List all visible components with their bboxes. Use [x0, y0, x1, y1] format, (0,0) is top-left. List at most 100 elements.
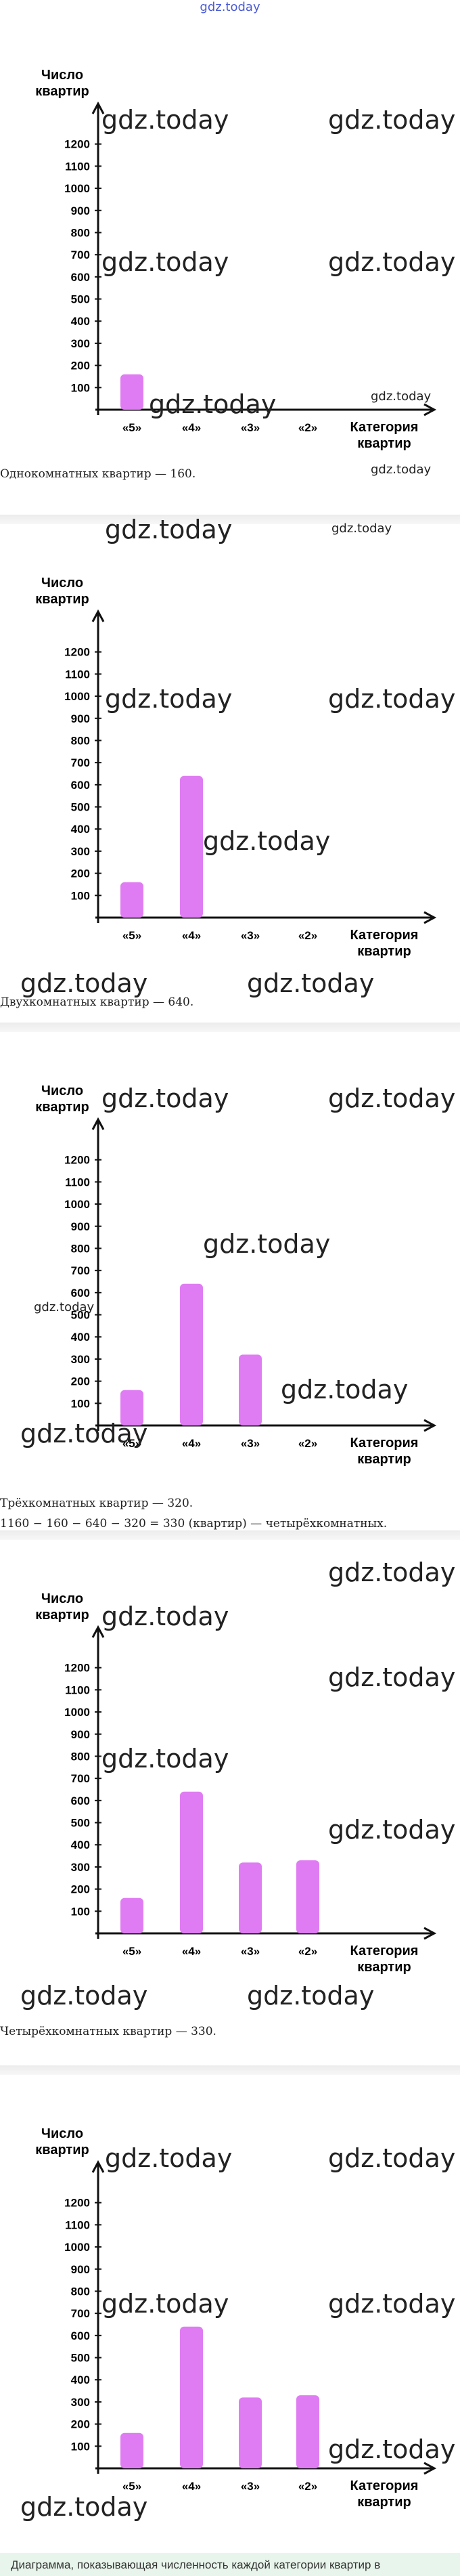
x-tick-label: «3» — [241, 929, 260, 942]
x-tick-label: «4» — [182, 1437, 201, 1450]
x-tick-label: «4» — [182, 929, 201, 942]
x-axis-arrow — [423, 1927, 437, 1940]
x-tick-label: «4» — [182, 1945, 201, 1958]
y-tick-label: 500 — [71, 1817, 90, 1830]
y-tick-label: 500 — [71, 2352, 90, 2365]
x-axis-arrow — [423, 403, 437, 416]
y-tick-label: 600 — [71, 2330, 90, 2342]
y-tick-label: 500 — [71, 801, 90, 814]
chart-section: Число квартир 100 200 300 400 500 600 700 800 900 1… — [0, 2099, 460, 2573]
y-tick-label: 200 — [71, 1883, 90, 1896]
y-tick-label: 800 — [71, 1750, 90, 1763]
chart-section: Число квартир 100 200 300 400 500 600 700 800 900 1… — [0, 549, 460, 1023]
y-tick-label: 800 — [71, 2285, 90, 2298]
bar — [239, 1862, 262, 1933]
top-watermark: gdz.today — [200, 0, 260, 14]
y-tick-label: 700 — [71, 249, 90, 261]
x-axis-label: Категория квартир — [350, 1944, 419, 1975]
chart-section: Число квартир 100 200 300 400 500 600 700 800 900 1… — [0, 41, 460, 515]
y-axis-label: Число квартир — [35, 1083, 89, 1115]
y-tick-label: 200 — [71, 867, 90, 880]
y-tick-label: 1000 — [64, 1706, 90, 1719]
x-tick-label: «3» — [241, 1945, 260, 1958]
bar-chart: Число квартир 100 200 300 400 500 600 700 800 900 1… — [35, 1083, 437, 1467]
y-tick-label: 400 — [71, 315, 90, 328]
bar-chart: Число квартир 100 200 300 400 500 600 700 800 900 1… — [35, 68, 437, 451]
chart-caption: Трёхкомнатных квартир — 320. — [0, 1497, 193, 1510]
y-axis-arrow — [91, 609, 105, 622]
bar — [296, 1860, 319, 1933]
y-tick-label: 1000 — [64, 2241, 90, 2254]
y-tick-label: 100 — [71, 889, 90, 902]
chart-caption: Четырёхкомнатных квартир — 330. — [0, 2025, 216, 2038]
bar — [120, 1390, 143, 1425]
y-tick-label: 500 — [71, 293, 90, 306]
x-tick-label: «5» — [122, 1437, 141, 1450]
y-tick-label: 200 — [71, 360, 90, 372]
y-tick-label: 400 — [71, 2374, 90, 2386]
y-tick-label: 1100 — [65, 2218, 90, 2231]
y-tick-label: 100 — [71, 381, 90, 394]
y-tick-label: 900 — [71, 712, 90, 725]
y-tick-label: 600 — [71, 1287, 90, 1300]
y-tick-label: 300 — [71, 845, 90, 858]
x-tick-label: «4» — [182, 2480, 201, 2493]
y-axis-arrow — [91, 2160, 105, 2173]
bar — [180, 1791, 203, 1933]
x-tick-label: «2» — [298, 1945, 317, 1958]
section-divider — [0, 515, 460, 524]
y-tick-label: 300 — [71, 337, 90, 350]
y-axis-label: Число квартир — [35, 2126, 89, 2158]
y-tick-label: 1100 — [65, 1176, 90, 1188]
bar — [239, 2397, 262, 2468]
x-axis-label: Категория квартир — [350, 420, 419, 451]
x-tick-label: «2» — [298, 2480, 317, 2493]
y-tick-label: 700 — [71, 2307, 90, 2320]
x-axis-label: Категория квартир — [350, 1436, 419, 1467]
y-tick-label: 200 — [71, 1375, 90, 1388]
x-tick-label: «5» — [122, 421, 141, 434]
y-tick-label: 100 — [71, 1397, 90, 1410]
y-tick-label: 700 — [71, 1264, 90, 1277]
bar-chart: Число квартир 100 200 300 400 500 600 700 800 900 1… — [35, 2126, 437, 2510]
y-tick-label: 900 — [71, 2263, 90, 2276]
y-tick-label: 1100 — [65, 1683, 90, 1696]
y-axis-arrow — [91, 101, 105, 114]
section-divider — [0, 1530, 460, 1540]
chart-section: Число квартир 100 200 300 400 500 600 700 800 900 1… — [0, 1564, 460, 2038]
y-tick-label: 900 — [71, 205, 90, 217]
y-tick-label: 1000 — [64, 1198, 90, 1211]
y-tick-label: 1000 — [64, 690, 90, 703]
bottom-answer-band: Диаграмма, показывающая численность кажд… — [0, 2553, 460, 2576]
bar — [296, 2395, 319, 2468]
bar — [180, 1283, 203, 1425]
x-tick-label: «3» — [241, 2480, 260, 2493]
chart-caption-equation: 1160 − 160 − 640 − 320 = 330 (квартир) —… — [0, 1517, 388, 1530]
section-divider — [0, 2065, 460, 2075]
x-tick-label: «3» — [241, 421, 260, 434]
x-axis-arrow — [423, 2462, 437, 2475]
y-tick-label: 400 — [71, 823, 90, 836]
y-tick-label: 700 — [71, 756, 90, 769]
chart-caption: Однокомнатных квартир — 160. — [0, 467, 196, 481]
x-tick-label: «5» — [122, 1945, 141, 1958]
bar — [120, 2432, 143, 2468]
bar — [180, 775, 203, 918]
bottom-answer-text: Диаграмма, показывающая численность кажд… — [11, 2558, 381, 2571]
y-tick-label: 1100 — [65, 160, 90, 173]
y-tick-label: 100 — [71, 2440, 90, 2453]
bar — [120, 1897, 143, 1933]
bar — [180, 2326, 203, 2468]
y-tick-label: 600 — [71, 271, 90, 284]
x-tick-label: «2» — [298, 929, 317, 942]
bar-chart: Число квартир 100 200 300 400 500 600 700 800 900 1… — [35, 1591, 437, 1975]
y-tick-label: 1200 — [64, 2197, 90, 2210]
chart-caption: Двухкомнатных квартир — 640. — [0, 995, 194, 1009]
y-axis-label: Число квартир — [35, 68, 89, 99]
chart-section: Число квартир 100 200 300 400 500 600 700 800 900 1… — [0, 1056, 460, 1530]
bar — [120, 374, 143, 410]
y-axis-label: Число квартир — [35, 576, 89, 607]
x-tick-label: «2» — [298, 421, 317, 434]
x-axis-arrow — [423, 911, 437, 924]
y-tick-label: 900 — [71, 1728, 90, 1741]
